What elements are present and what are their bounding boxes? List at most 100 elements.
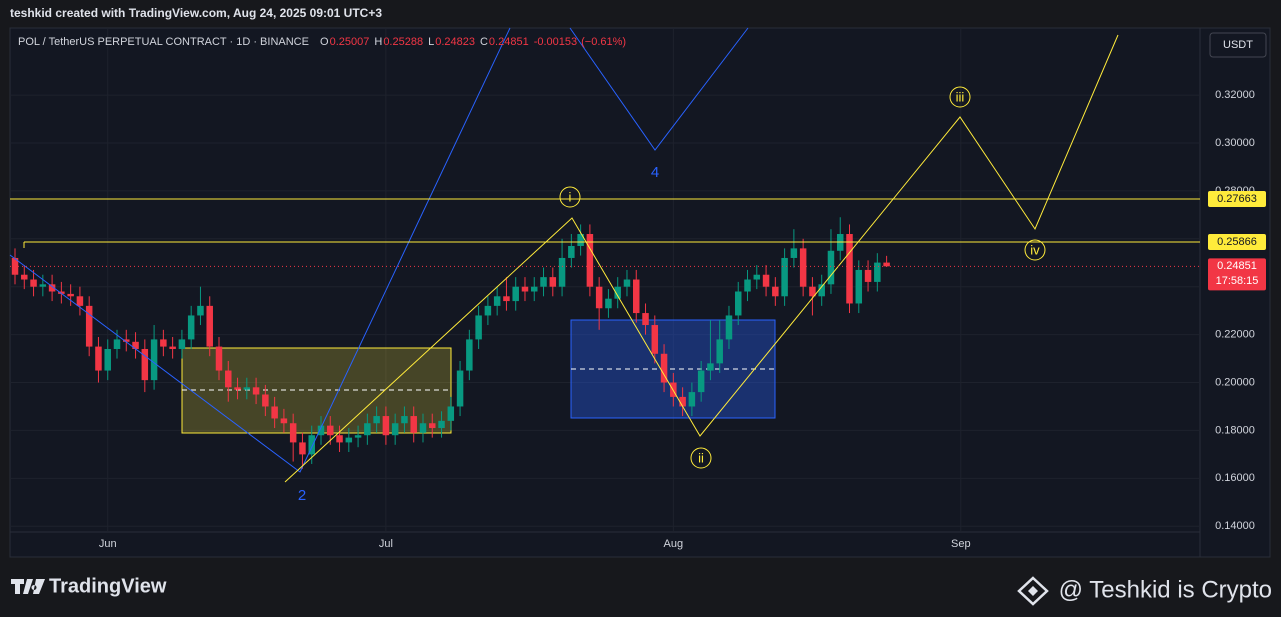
- candle-body: [419, 423, 427, 433]
- candle-body: [206, 305, 213, 347]
- price-label-bg: [1208, 190, 1266, 207]
- candle-body: [262, 394, 269, 407]
- candle-body: [586, 234, 594, 287]
- candle-body: [39, 284, 47, 287]
- yellow-wave: [284, 34, 1119, 483]
- candle-body: [642, 313, 649, 326]
- candle-body: [632, 279, 640, 314]
- candle-body: [11, 257, 19, 275]
- candle-body: [317, 425, 325, 436]
- candle-body: [447, 406, 455, 421]
- candle-body: [697, 370, 705, 393]
- axes: 0.140000.160000.180000.200000.220000.240…: [10, 89, 1266, 550]
- chart-panel: [9, 27, 1271, 558]
- candle-body: [354, 435, 362, 438]
- ohlc-legend: POL / TetherUS PERPETUAL CONTRACT · 1D ·…: [18, 36, 626, 48]
- waves: 2 4 i ii iii iv: [9, 27, 1119, 504]
- currency-button[interactable]: [1209, 32, 1267, 58]
- brand: TradingView: [49, 575, 167, 597]
- candle-body: [744, 279, 751, 292]
- candle-body: [252, 387, 260, 395]
- candle-body: [95, 346, 102, 371]
- countdown: 17:58:15: [1216, 275, 1259, 287]
- candle-body: [30, 279, 37, 287]
- candle-body: [197, 305, 204, 316]
- ohlc-key: L: [428, 36, 434, 48]
- ohlc-key: O: [320, 36, 329, 48]
- wave-label: ii: [698, 450, 704, 465]
- wave-label: i: [569, 189, 572, 204]
- candle-body: [410, 416, 417, 433]
- candle-body: [864, 269, 872, 282]
- ohlc-value: 0.25288: [383, 36, 423, 48]
- candles: [11, 217, 890, 469]
- wave-label: 4: [651, 164, 659, 181]
- candle-body: [503, 296, 510, 302]
- candle-body: [558, 257, 566, 287]
- wave-label: iv: [1030, 242, 1040, 257]
- candle-body: [577, 234, 584, 246]
- candle-body: [225, 370, 232, 388]
- blue-wave: [9, 27, 511, 473]
- diamond-icon: [1017, 576, 1049, 606]
- change: -0.00153: [534, 36, 577, 48]
- symbol: POL / TetherUS PERPETUAL CONTRACT · 1D ·…: [18, 36, 309, 48]
- x-tick-label: Aug: [664, 538, 684, 550]
- candle-body: [855, 269, 863, 304]
- candle-body: [141, 348, 149, 381]
- currency[interactable]: USDT: [1223, 39, 1253, 51]
- candle-body: [308, 435, 315, 455]
- candle-body: [132, 341, 139, 349]
- candle-body: [521, 286, 529, 292]
- candle-body: [438, 420, 445, 429]
- y-tick-label: 0.14000: [1215, 520, 1255, 532]
- price-label: 0.24851: [1217, 260, 1257, 272]
- candle-body: [549, 277, 557, 287]
- candle-body: [790, 248, 798, 258]
- ohlc-value: 0.24851: [489, 36, 529, 48]
- brand-logo: [11, 579, 45, 594]
- x-tick-label: Jul: [379, 538, 393, 550]
- candle-body: [160, 339, 167, 347]
- credit: teshkid created with TradingView.com, Au…: [10, 6, 382, 20]
- candle-body: [716, 339, 723, 364]
- price-label: 0.25866: [1217, 236, 1257, 248]
- candle-body: [707, 363, 714, 371]
- candle-body: [762, 274, 770, 287]
- candle-body: [280, 418, 288, 424]
- wave-label: 2: [298, 487, 306, 504]
- candle-body: [883, 262, 890, 267]
- candle-body: [456, 370, 464, 407]
- wave-label: iii: [956, 89, 965, 104]
- candle-body: [373, 416, 380, 424]
- wave-circle: [559, 186, 581, 208]
- candle-body: [753, 274, 761, 280]
- candle-body: [725, 315, 733, 340]
- candle-body: [178, 339, 186, 349]
- price-label: 0.27663: [1217, 193, 1257, 205]
- y-tick-label: 0.16000: [1215, 472, 1255, 484]
- candle-body: [484, 305, 492, 316]
- change-pct: (−0.61%): [581, 36, 626, 48]
- candle-body: [475, 315, 482, 340]
- wave-circle: [949, 86, 971, 108]
- candle-body: [595, 286, 603, 309]
- candle-body: [336, 435, 343, 443]
- candle-body: [113, 339, 121, 349]
- candle-body: [21, 274, 28, 280]
- ohlc-key: C: [480, 36, 488, 48]
- ohlc-value: 0.24823: [435, 36, 475, 48]
- candle-body: [271, 406, 278, 419]
- y-tick-label: 0.30000: [1215, 137, 1255, 149]
- grid: [10, 28, 1200, 532]
- candle-body: [299, 442, 306, 455]
- candle-body: [76, 296, 84, 306]
- y-tick-label: 0.22000: [1215, 329, 1255, 341]
- candle-body: [540, 277, 547, 287]
- ohlc-value: 0.25007: [330, 36, 370, 48]
- diamond-core: [1028, 586, 1038, 596]
- x-tick-label: Jun: [99, 538, 117, 550]
- candle-body: [289, 423, 297, 443]
- candle-body: [104, 348, 111, 371]
